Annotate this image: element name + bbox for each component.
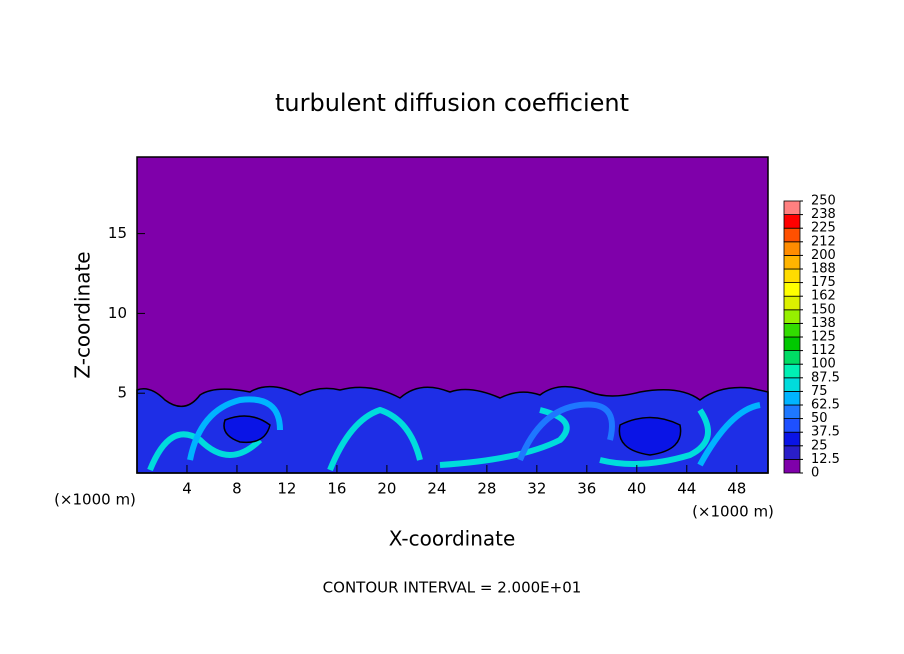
colorbar-label: 37.5 [811, 425, 840, 440]
y-unit: (×1000 m) [54, 491, 136, 509]
swirl [147, 431, 263, 472]
colorbar-bin [783, 309, 801, 324]
colorbar-bin [783, 390, 801, 406]
y-axis-label: Z-coordinate [71, 251, 95, 378]
x-tick-label: 40 [627, 480, 646, 498]
colorbar-bin [783, 214, 801, 229]
turbulent-layer [136, 386, 769, 474]
colorbar-bin [783, 322, 801, 338]
colorbar-label: 238 [811, 207, 836, 222]
swirl [517, 401, 615, 462]
colorbar-label: 138 [811, 316, 836, 331]
colorbar-label: 50 [811, 411, 828, 426]
colorbar-bin [783, 418, 801, 433]
colorbar-bin [783, 350, 801, 365]
eddy [223, 415, 271, 444]
plot-frame [136, 156, 769, 474]
x-tick-label: 36 [577, 480, 596, 498]
swirl [439, 407, 570, 468]
colorbar-bin [783, 431, 801, 447]
colorbar-label: 62.5 [811, 398, 840, 413]
colorbar-bin [783, 445, 801, 460]
colorbar-bin [783, 282, 801, 297]
colorbar-bin [783, 404, 801, 420]
colorbar-label: 0 [811, 466, 819, 481]
swirl [327, 406, 423, 472]
x-tick-label: 12 [277, 480, 296, 498]
x-tick-label: 20 [377, 480, 396, 498]
chart-title: turbulent diffusion coefficient [275, 89, 629, 117]
x-tick-label: 24 [427, 480, 446, 498]
colorbar-bin [783, 268, 801, 284]
colorbar-label: 175 [811, 275, 836, 290]
eddy [618, 416, 682, 456]
colorbar-label: 75 [811, 384, 828, 399]
y-tick-label: 15 [108, 224, 127, 242]
x-tick-label: 28 [477, 480, 496, 498]
contour-note: CONTOUR INTERVAL = 2.000E+01 [323, 579, 582, 597]
swirl [697, 402, 761, 467]
x-unit: (×1000 m) [692, 503, 774, 521]
x-tick-label: 44 [677, 480, 696, 498]
colorbar-bin [783, 458, 801, 474]
colorbar-bin [783, 295, 801, 311]
colorbar-label: 112 [811, 343, 836, 358]
colorbar-bin [783, 336, 801, 352]
x-tick-label: 48 [727, 480, 746, 498]
x-tick-label: 32 [527, 480, 546, 498]
colorbar-label: 100 [811, 357, 836, 372]
colorbar-label: 25 [811, 438, 828, 453]
colorbar-bin [783, 227, 801, 243]
colorbar-label: 162 [811, 289, 836, 304]
swirl [599, 408, 711, 467]
x-tick-label: 4 [182, 480, 192, 498]
colorbar-label: 200 [811, 248, 836, 263]
colorbar-bin [783, 241, 801, 256]
y-tick-label: 5 [117, 384, 127, 402]
colorbar-bin [783, 377, 801, 392]
colorbar-bin [783, 363, 801, 379]
colorbar-label: 250 [811, 194, 836, 209]
colorbar-label: 212 [811, 234, 836, 249]
colorbar-bin [783, 254, 801, 270]
x-axis-label: X-coordinate [389, 527, 516, 551]
colorbar-label: 225 [811, 221, 836, 236]
x-tick-label: 8 [232, 480, 242, 498]
swirl [187, 396, 283, 461]
colorbar-bin [783, 200, 801, 216]
colorbar-label: 12.5 [811, 452, 840, 467]
colorbar-label: 188 [811, 262, 836, 277]
x-tick-label: 16 [327, 480, 346, 498]
y-tick-label: 10 [108, 304, 127, 322]
colorbar-label: 150 [811, 302, 836, 317]
colorbar-label: 125 [811, 330, 836, 345]
colorbar-label: 87.5 [811, 370, 840, 385]
